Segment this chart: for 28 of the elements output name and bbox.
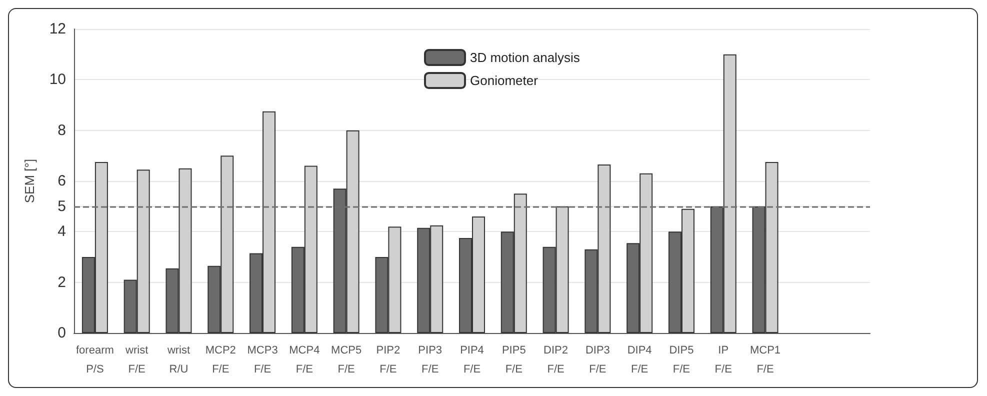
y-axis-title: SEM [°] xyxy=(22,158,37,204)
x-tick-label: MCP2 F/E xyxy=(205,344,236,376)
y-tick-label: 0 xyxy=(58,324,66,342)
x-tick-label: DIP4 F/E xyxy=(627,344,652,376)
y-tick-label: 10 xyxy=(49,71,66,88)
y-tick-label: 5 xyxy=(58,198,66,215)
x-tick-label: PIP5 F/E xyxy=(502,344,526,376)
x-tick-label: PIP4 F/E xyxy=(460,344,484,376)
x-tick-label: DIP3 F/E xyxy=(585,344,610,376)
y-tick-label: 6 xyxy=(58,172,66,190)
x-tick-label: MCP1 F/E xyxy=(750,344,781,376)
x-tick-label: MCP5 F/E xyxy=(331,344,362,376)
x-tick-label: wrist R/U xyxy=(166,344,190,376)
x-tick-label: DIP5 F/E xyxy=(669,344,694,376)
x-tick-label: DIP2 F/E xyxy=(544,344,568,376)
legend-label: Goniometer xyxy=(470,73,539,88)
x-tick-label: PIP2 F/E xyxy=(376,344,400,376)
x-tick-label: wrist F/E xyxy=(124,344,148,376)
x-tick-label: IP F/E xyxy=(714,344,732,376)
x-tick-label: MCP3 F/E xyxy=(247,344,278,376)
x-tick-label: MCP4 F/E xyxy=(289,344,320,376)
legend-label: 3D motion analysis xyxy=(470,50,580,65)
y-tick-label: 4 xyxy=(58,223,66,240)
y-tick-label: 12 xyxy=(49,20,66,38)
y-tick-label: 2 xyxy=(58,274,66,291)
y-tick-label: 8 xyxy=(58,122,66,139)
x-tick-label: PIP3 F/E xyxy=(418,344,442,376)
x-tick-label: forearm P/S xyxy=(76,344,114,376)
